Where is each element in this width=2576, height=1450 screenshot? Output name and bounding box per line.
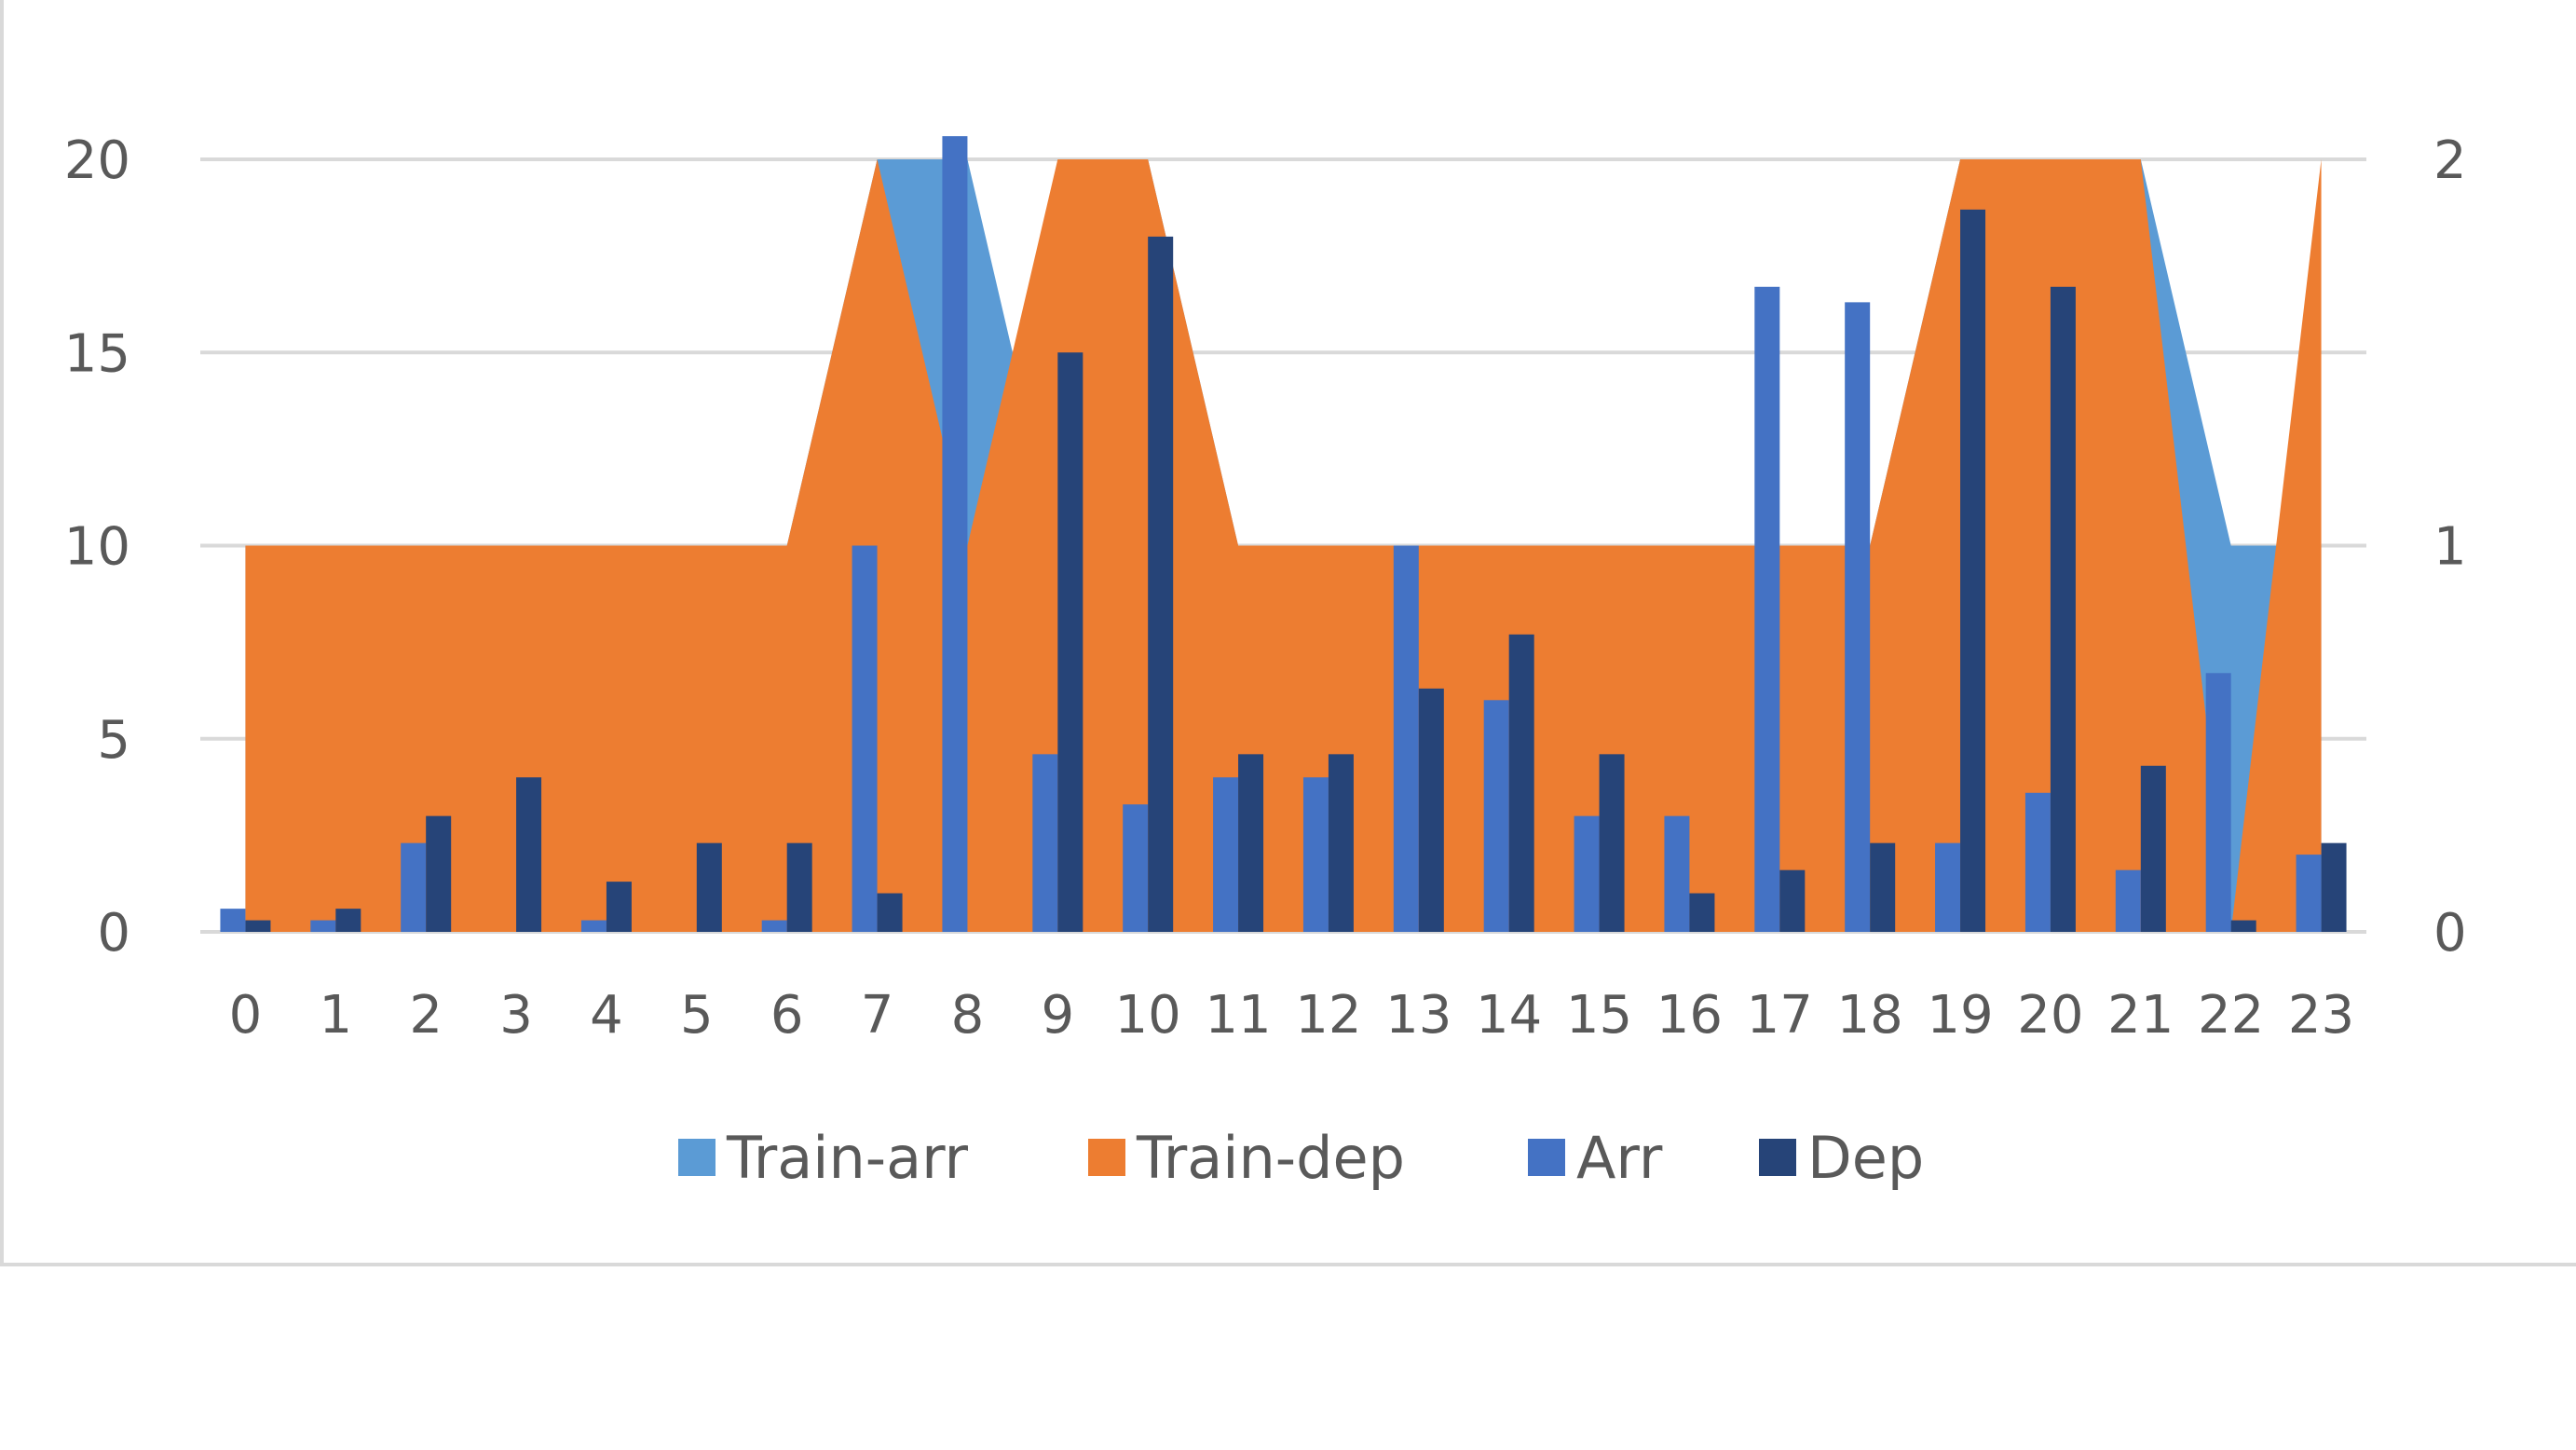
x-axis-tick: 11: [1205, 985, 1271, 1046]
right-axis-tick: 2: [2433, 130, 2467, 191]
bar-arr-8: [942, 136, 968, 932]
bar-dep-17: [1779, 869, 1806, 932]
legend-label: Arr: [1576, 1124, 1663, 1192]
bar-dep-0: [245, 920, 271, 932]
x-axis-tick: 9: [1041, 985, 1074, 1046]
x-axis-tick: 17: [1747, 985, 1813, 1046]
bar-arr-11: [1213, 777, 1239, 932]
bar-arr-6: [761, 920, 787, 932]
bar-arr-15: [1574, 815, 1600, 932]
x-axis-tick: 20: [2017, 985, 2083, 1046]
legend-label: Train-arr: [726, 1124, 969, 1192]
bar-dep-9: [1057, 352, 1084, 932]
x-axis-tick: 15: [1566, 985, 1632, 1046]
legend-item-arr: Arr: [1528, 1124, 1663, 1192]
bar-dep-2: [426, 815, 452, 932]
right-axis-tick: 0: [2433, 903, 2467, 964]
bar-dep-10: [1148, 236, 1174, 932]
legend-swatch: [1528, 1139, 1565, 1176]
x-axis-tick: 2: [409, 985, 443, 1046]
bar-dep-7: [877, 893, 903, 932]
x-axis-tick: 7: [861, 985, 894, 1046]
bar-dep-6: [786, 842, 812, 932]
legend-swatch: [678, 1139, 716, 1176]
bar-arr-20: [2024, 792, 2051, 932]
bar-arr-14: [1483, 700, 1509, 932]
x-axis-tick: 12: [1295, 985, 1361, 1046]
x-axis-tick: 1: [319, 985, 352, 1046]
bar-dep-23: [2321, 842, 2347, 932]
x-axis-tick: 3: [499, 985, 533, 1046]
bar-dep-4: [606, 882, 632, 932]
bar-arr-9: [1032, 754, 1058, 932]
bar-arr-1: [310, 920, 336, 932]
x-axis-tick: 6: [770, 985, 804, 1046]
legend-item-dep: Dep: [1759, 1124, 1924, 1192]
legend-item-train-arr: Train-arr: [678, 1124, 969, 1192]
bar-dep-19: [1960, 209, 1986, 932]
x-axis-tick: 19: [1927, 985, 1993, 1046]
x-axis-tick-labels: 0 1 2 3 4 5 6 7 8 9 10 11 12 13 14 15 16 17 18 19 20 21 22 23: [229, 985, 2355, 1046]
bar-dep-18: [1870, 842, 1896, 932]
bar-arr-23: [2296, 855, 2322, 932]
left-axis-tick: 20: [64, 130, 130, 191]
left-axis-tick: 15: [64, 323, 130, 384]
x-axis-tick: 5: [680, 985, 714, 1046]
bar-dep-3: [516, 777, 542, 932]
x-axis-tick: 23: [2288, 985, 2354, 1046]
bar-dep-13: [1418, 688, 1444, 932]
legend-swatch: [1759, 1139, 1796, 1176]
bar-dep-16: [1689, 893, 1715, 932]
area-train-dep: [245, 159, 2322, 932]
bar-dep-15: [1599, 754, 1625, 932]
x-axis-tick: 8: [951, 985, 985, 1046]
legend-item-train-dep: Train-dep: [1088, 1124, 1405, 1192]
bar-dep-20: [2050, 286, 2076, 932]
bar-arr-16: [1664, 815, 1690, 932]
x-axis-tick: 0: [229, 985, 263, 1046]
bar-arr-7: [852, 545, 878, 932]
left-axis-tick: 5: [97, 710, 130, 771]
bar-arr-21: [2115, 869, 2141, 932]
bar-dep-5: [696, 842, 722, 932]
bar-arr-4: [580, 920, 607, 932]
bar-dep-14: [1508, 634, 1534, 932]
x-axis-tick: 13: [1385, 985, 1452, 1046]
bar-dep-21: [2140, 765, 2166, 932]
x-axis-tick: 22: [2198, 985, 2264, 1046]
bar-series: [220, 136, 2347, 932]
bar-dep-1: [335, 909, 361, 932]
x-axis-tick: 16: [1656, 985, 1723, 1046]
bar-arr-17: [1754, 286, 1780, 932]
left-axis-tick-labels: 0 5 10 15 20: [64, 130, 130, 964]
x-axis-tick: 14: [1476, 985, 1542, 1046]
area-series: [245, 159, 2322, 932]
bar-arr-13: [1393, 545, 1419, 932]
bar-arr-12: [1302, 777, 1329, 932]
legend: Train-arr Train-dep Arr Dep: [678, 1124, 1924, 1192]
bar-dep-11: [1238, 754, 1264, 932]
x-axis-tick: 18: [1837, 985, 1903, 1046]
bar-dep-22: [2230, 920, 2256, 932]
right-axis-tick: 1: [2433, 517, 2467, 578]
x-axis-tick: 4: [590, 985, 623, 1046]
legend-swatch: [1088, 1139, 1125, 1176]
left-axis-tick: 0: [97, 903, 130, 964]
legend-label: Dep: [1807, 1124, 1924, 1192]
x-axis-tick: 21: [2107, 985, 2174, 1046]
bar-arr-2: [401, 842, 427, 932]
bar-arr-18: [1845, 302, 1871, 932]
bar-arr-19: [1935, 842, 1961, 932]
bar-arr-0: [220, 909, 246, 932]
left-axis-tick: 10: [64, 517, 130, 578]
bar-arr-10: [1123, 804, 1149, 932]
right-axis-tick-labels: 0 1 2: [2433, 130, 2467, 964]
x-axis-tick: 10: [1115, 985, 1181, 1046]
legend-label: Train-dep: [1136, 1124, 1405, 1192]
bar-dep-12: [1328, 754, 1354, 932]
bar-arr-22: [2205, 673, 2231, 932]
